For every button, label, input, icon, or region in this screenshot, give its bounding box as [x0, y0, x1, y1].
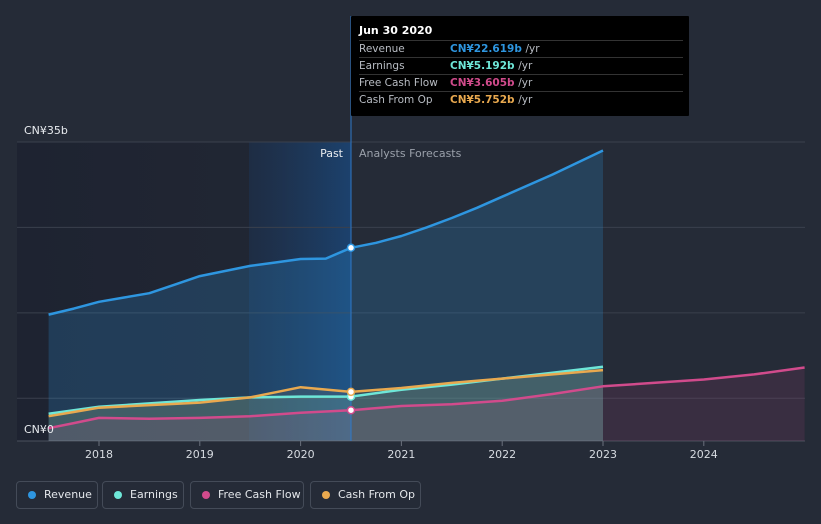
- tooltip-row-fcf: Free Cash Flow CN¥3.605b /yr: [359, 74, 683, 92]
- legend-dot-icon: [202, 491, 210, 499]
- legend-label: Cash From Op: [338, 488, 416, 501]
- marker-revenue: [346, 243, 356, 253]
- tooltip-row-revenue: Revenue CN¥22.619b /yr: [359, 40, 683, 58]
- x-tick-label: 2021: [387, 448, 415, 461]
- x-tick-label: 2018: [85, 448, 113, 461]
- grid-lines: [17, 141, 805, 442]
- hover-markers: [346, 243, 356, 415]
- tooltip: Jun 30 2020 Revenue CN¥22.619b /yr Earni…: [351, 16, 689, 116]
- tooltip-row-cfo: Cash From Op CN¥5.752b /yr: [359, 91, 683, 109]
- past-label: Past: [320, 147, 344, 160]
- tooltip-label: Free Cash Flow: [359, 77, 438, 89]
- legend-label: Earnings: [130, 488, 178, 501]
- tooltip-label: Earnings: [359, 60, 405, 72]
- line-fcf: [48, 366, 805, 430]
- tooltip-label: Cash From Op: [359, 94, 433, 106]
- legend-revenue[interactable]: Revenue: [16, 481, 98, 509]
- x-tick-label: 2023: [589, 448, 617, 461]
- line-revenue: [48, 149, 604, 316]
- y-axis-top-label: CN¥35b: [24, 124, 68, 137]
- legend-dot-icon: [28, 491, 36, 499]
- x-tick-label: 2024: [690, 448, 718, 461]
- marker-cfo: [346, 387, 356, 397]
- tooltip-value: CN¥5.752b /yr: [450, 94, 533, 106]
- area-earnings: [48, 366, 604, 441]
- legend-cash-from-op[interactable]: Cash From Op: [310, 481, 421, 509]
- marker-fcf: [346, 405, 356, 415]
- tooltip-label: Revenue: [359, 43, 405, 55]
- legend-label: Revenue: [44, 488, 92, 501]
- area-revenue: [48, 150, 604, 441]
- line-cfo: [48, 368, 604, 418]
- legend-free-cash-flow[interactable]: Free Cash Flow: [190, 481, 304, 509]
- legend-dot-icon: [114, 491, 122, 499]
- x-tick-label: 2022: [488, 448, 516, 461]
- tooltip-value: CN¥5.192b /yr: [450, 60, 533, 72]
- legend-label: Free Cash Flow: [218, 488, 301, 501]
- legend-dot-icon: [322, 491, 330, 499]
- x-tick-label: 2019: [186, 448, 214, 461]
- y-axis-bottom-label: CN¥0: [24, 423, 54, 436]
- x-axis: 2018 2019 2020 2021 2022 2023 2024: [85, 441, 718, 461]
- series-lines: [48, 149, 805, 430]
- tooltip-value: CN¥3.605b /yr: [450, 77, 533, 89]
- forecast-label: Analysts Forecasts: [359, 147, 462, 160]
- tooltip-value: CN¥22.619b /yr: [450, 43, 540, 55]
- tooltip-row-earnings: Earnings CN¥5.192b /yr: [359, 57, 683, 75]
- legend-earnings[interactable]: Earnings: [102, 481, 184, 509]
- x-tick-label: 2020: [287, 448, 315, 461]
- tooltip-date: Jun 30 2020: [359, 24, 433, 37]
- area-cfo: [48, 370, 604, 441]
